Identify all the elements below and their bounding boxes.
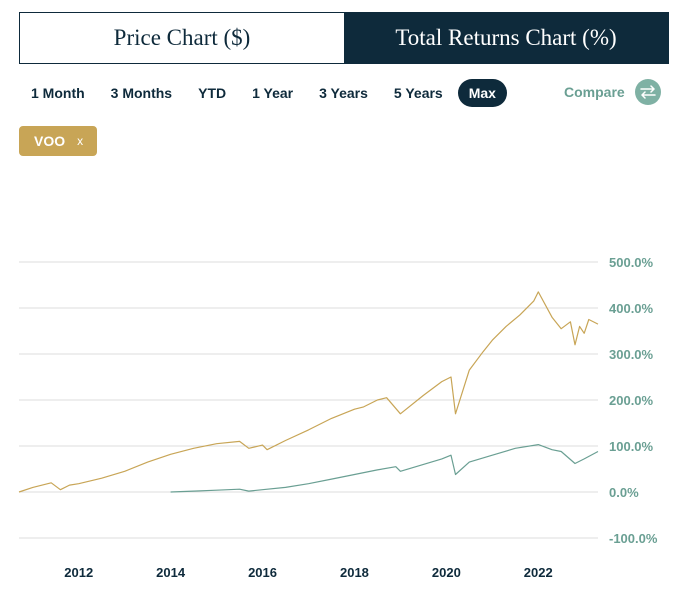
range-selector: 1 Month 3 Months YTD 1 Year 3 Years 5 Ye… xyxy=(20,79,507,107)
returns-chart: 500.0% 400.0% 300.0% 200.0% 100.0% 0.0% -100.0… xyxy=(18,255,658,580)
y-tick-label: 0.0% xyxy=(609,485,639,500)
series-line-benchmark xyxy=(170,444,599,493)
x-tick-label: 2014 xyxy=(156,565,186,580)
range-ytd[interactable]: YTD xyxy=(198,85,227,101)
y-tick-label: 300.0% xyxy=(609,347,654,362)
tab-total-returns-chart[interactable]: Total Returns Chart (%) xyxy=(344,13,668,63)
range-1-month[interactable]: 1 Month xyxy=(31,85,85,101)
swap-arrows-icon xyxy=(634,79,661,105)
compare-button[interactable]: Compare xyxy=(564,79,661,105)
chart-type-toggle: Price Chart ($) Total Returns Chart (%) xyxy=(19,12,669,64)
range-1-year[interactable]: 1 Year xyxy=(252,85,294,101)
compare-label: Compare xyxy=(564,84,625,100)
x-tick-label: 2020 xyxy=(432,565,461,580)
range-3-years[interactable]: 3 Years xyxy=(319,85,368,101)
ticker-chip-voo[interactable]: VOO x xyxy=(19,126,97,156)
tab-price-chart[interactable]: Price Chart ($) xyxy=(20,13,344,63)
series-line-voo xyxy=(18,291,599,493)
range-3-months[interactable]: 3 Months xyxy=(110,85,173,101)
y-tick-label: -100.0% xyxy=(609,531,658,546)
remove-ticker-icon[interactable]: x xyxy=(77,134,84,148)
range-max[interactable]: Max xyxy=(457,79,507,107)
range-5-years[interactable]: 5 Years xyxy=(393,85,443,101)
x-tick-label: 2012 xyxy=(64,565,93,580)
y-tick-label: 200.0% xyxy=(609,393,654,408)
y-tick-label: 500.0% xyxy=(609,255,654,270)
x-tick-label: 2018 xyxy=(340,565,369,580)
y-tick-label: 400.0% xyxy=(609,301,654,316)
y-tick-label: 100.0% xyxy=(609,439,654,454)
ticker-chip-label: VOO xyxy=(34,133,66,149)
x-tick-label: 2022 xyxy=(524,565,553,580)
x-tick-label: 2016 xyxy=(248,565,277,580)
